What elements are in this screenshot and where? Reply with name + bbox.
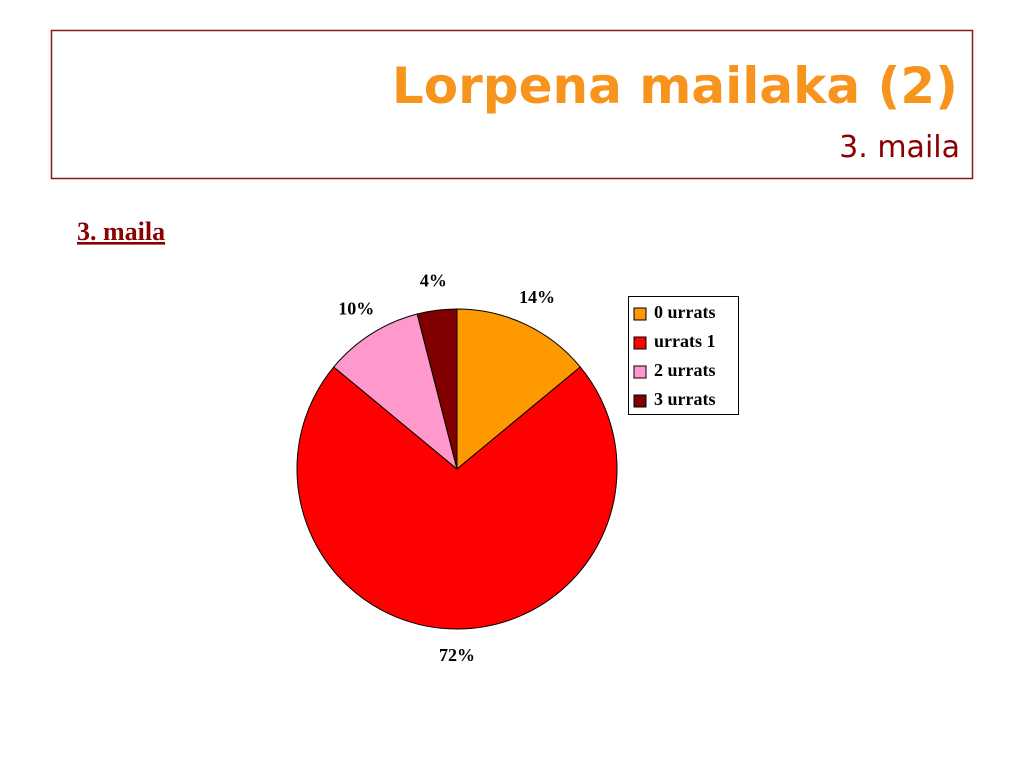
pie-slice — [456, 308, 581, 471]
legend-label: 2 urrats — [654, 360, 716, 380]
pie-slice — [296, 366, 618, 630]
legend-swatch — [633, 365, 647, 379]
slide-subtitle: 3. maila — [839, 130, 960, 165]
legend-box — [628, 296, 739, 415]
data-label: 10% — [338, 298, 374, 318]
legend-swatch — [633, 394, 647, 408]
slide-title: Lorpena mailaka (2) — [392, 57, 958, 115]
legend-swatch — [633, 307, 647, 321]
data-label: 72% — [439, 645, 475, 665]
legend-label: 0 urrats — [654, 302, 716, 322]
section-heading: 3. maila — [77, 217, 165, 246]
data-label: 4% — [420, 271, 447, 291]
pie-slice — [333, 313, 458, 471]
header-box — [50, 29, 974, 180]
legend-swatch — [633, 336, 647, 350]
data-label: 14% — [519, 287, 555, 307]
legend-label: urrats 1 — [654, 331, 716, 351]
legend-label: 3 urrats — [654, 389, 716, 409]
pie-slice — [416, 308, 458, 470]
